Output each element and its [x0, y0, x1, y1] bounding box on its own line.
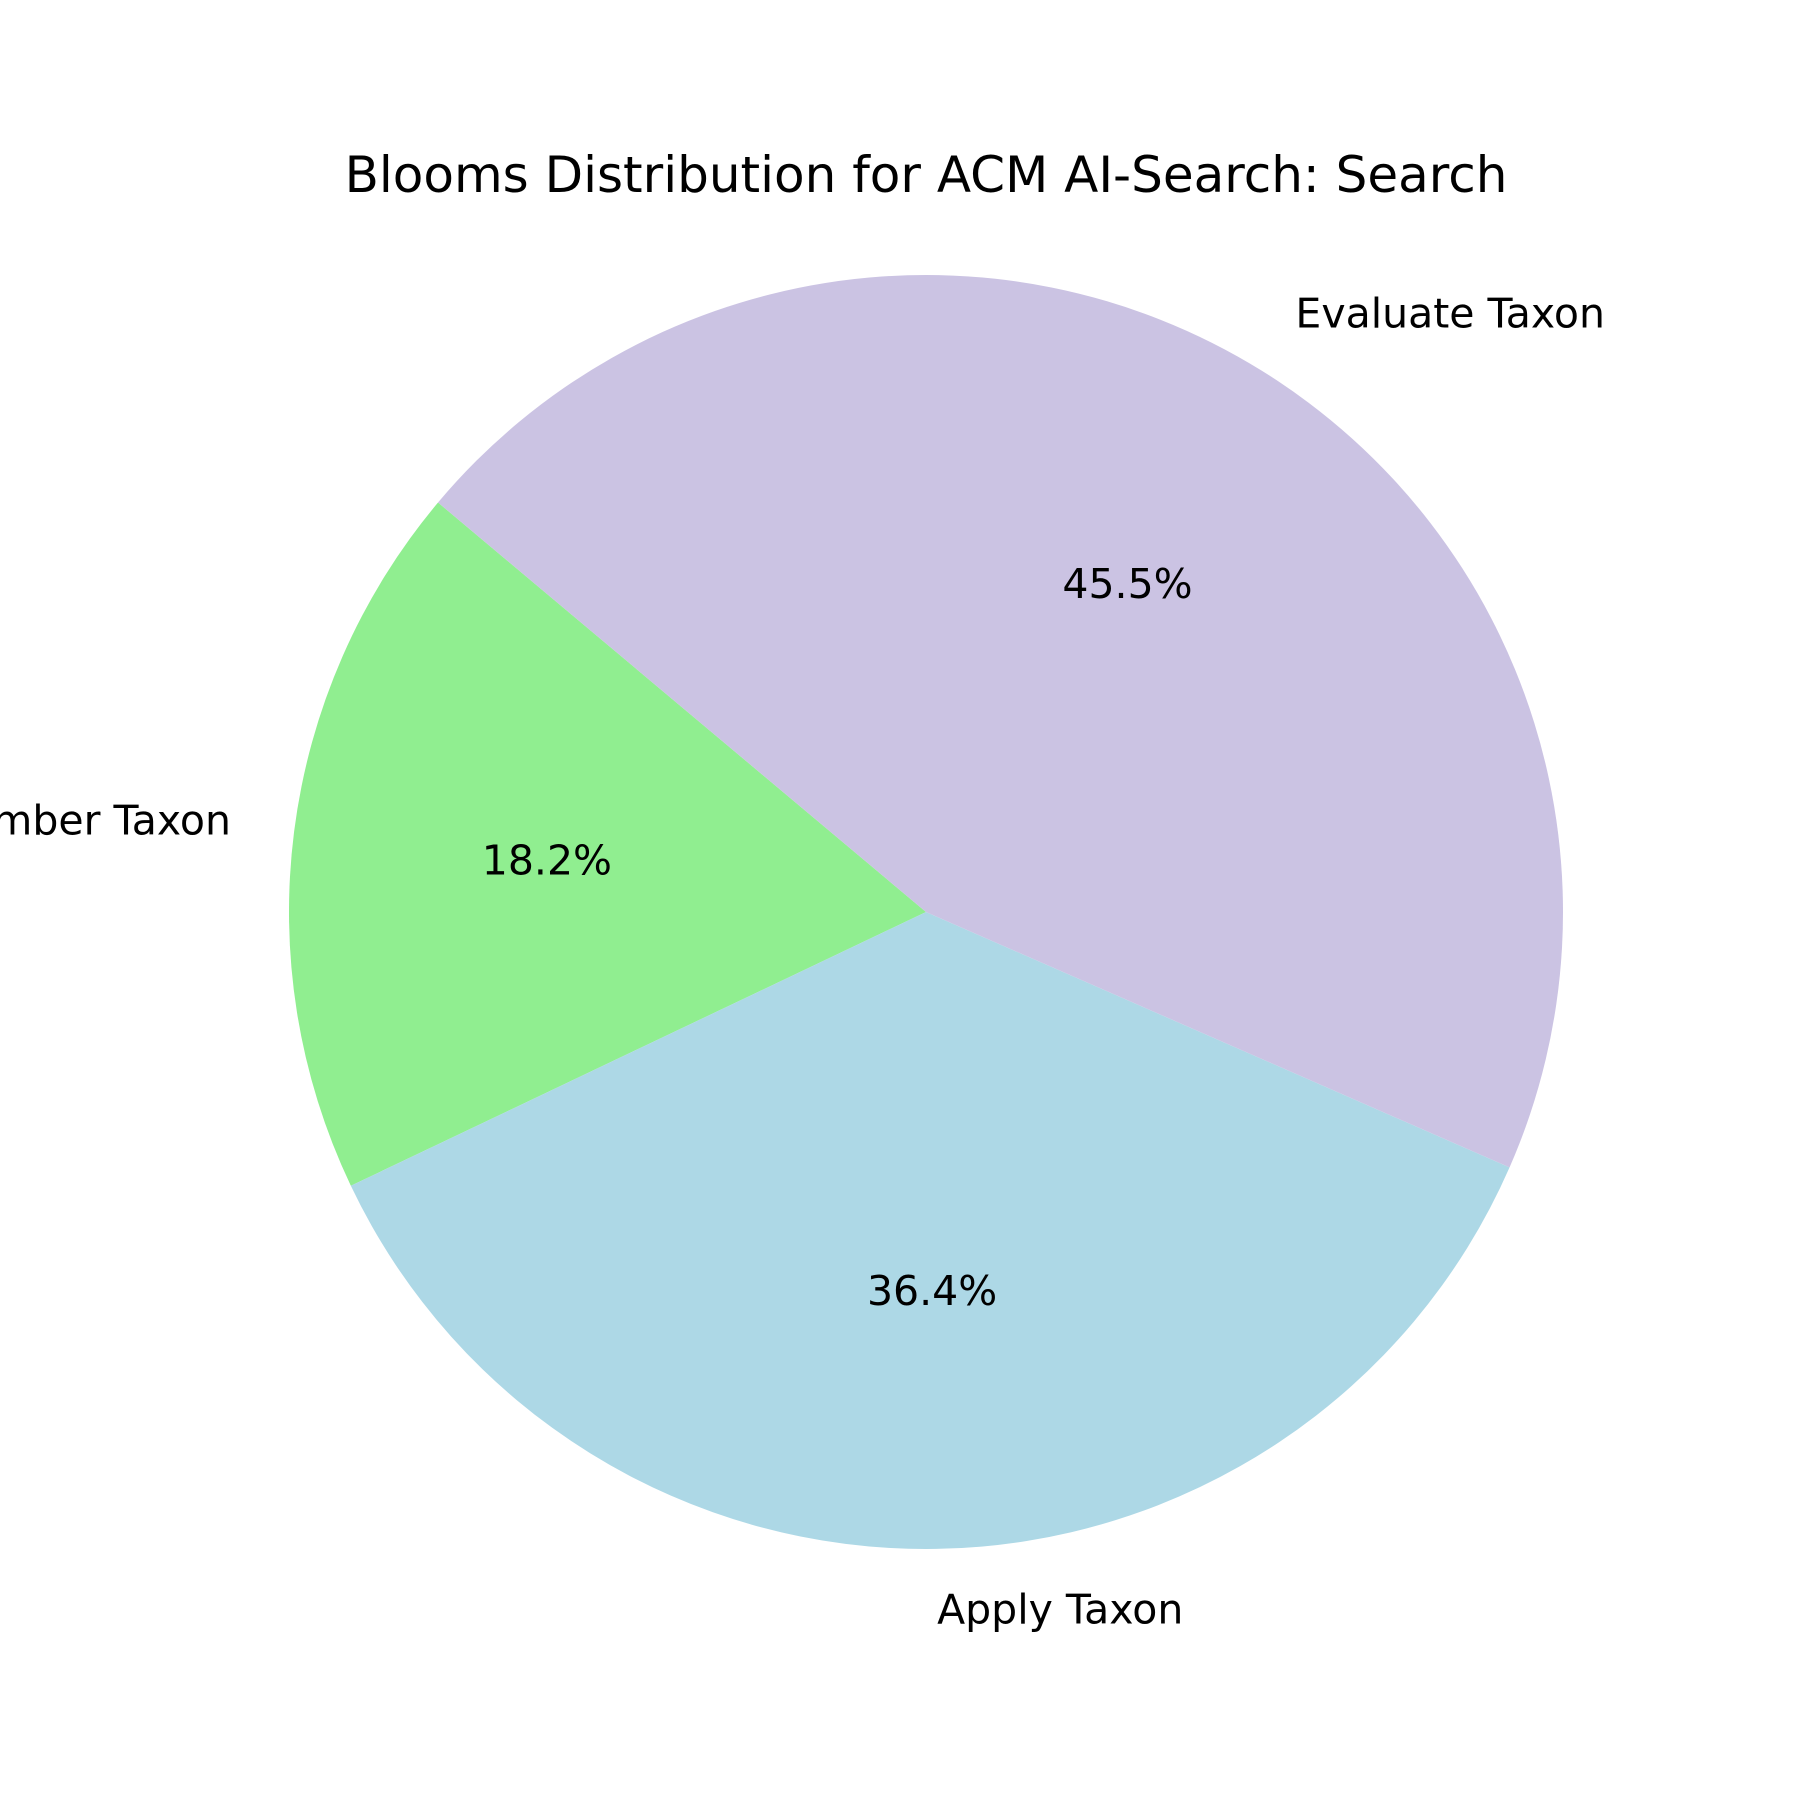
- pie-slices: [288, 274, 1564, 1549]
- slice-label-remember-taxon: Remember Taxon: [0, 796, 231, 844]
- pie-slice-apply-taxon: [350, 912, 1510, 1549]
- chart-title: Blooms Distribution for ACM AI-Search: S…: [345, 146, 1508, 204]
- pie-labels: Remember Taxon 18.2% Apply Taxon 36.4% Evalu…: [0, 290, 1605, 1634]
- percent-label-remember-taxon: 18.2%: [482, 837, 612, 885]
- pie-slice-remember-taxon: [288, 502, 926, 1186]
- slice-label-apply-taxon: Apply Taxon: [937, 1586, 1183, 1634]
- pie-slice-evaluate-taxon: [438, 274, 1564, 1168]
- percent-label-apply-taxon: 36.4%: [867, 1267, 997, 1315]
- percent-label-evaluate-taxon: 45.5%: [1062, 560, 1192, 608]
- slice-label-evaluate-taxon: Evaluate Taxon: [1295, 290, 1605, 338]
